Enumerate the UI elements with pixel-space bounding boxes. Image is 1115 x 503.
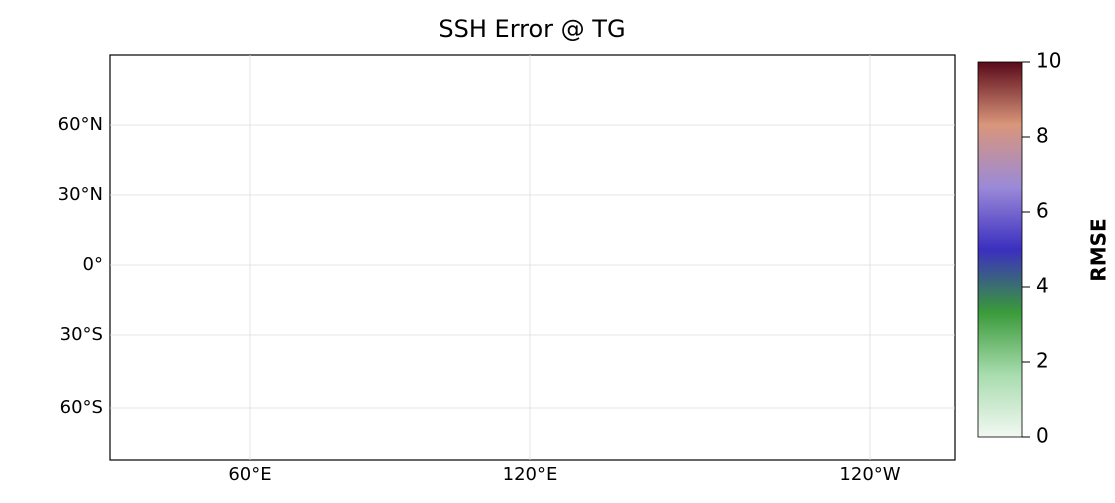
colorbar-tick-label: 6 (1036, 199, 1049, 223)
lat-label: 30°N (58, 184, 103, 205)
lon-label: 120°E (503, 464, 558, 485)
colorbar-label: RMSE (1087, 218, 1111, 281)
lat-label: 60°N (58, 114, 103, 135)
colorbar-tick-label: 2 (1036, 349, 1049, 373)
map-title: SSH Error @ TG (438, 15, 625, 43)
colorbar-tick-label: 10 (1036, 49, 1061, 73)
colorbar-tick-label: 4 (1036, 274, 1049, 298)
lon-label: 60°E (228, 464, 271, 485)
lat-label: 0° (83, 254, 103, 275)
lat-label: 60°S (60, 397, 103, 418)
colorbar-tick-label: 0 (1036, 424, 1049, 448)
colorbar (977, 61, 1023, 438)
lon-label: 120°W (839, 464, 900, 485)
lat-label: 30°S (60, 324, 103, 345)
map-frame (109, 54, 956, 461)
colorbar-tick-label: 8 (1036, 124, 1049, 148)
